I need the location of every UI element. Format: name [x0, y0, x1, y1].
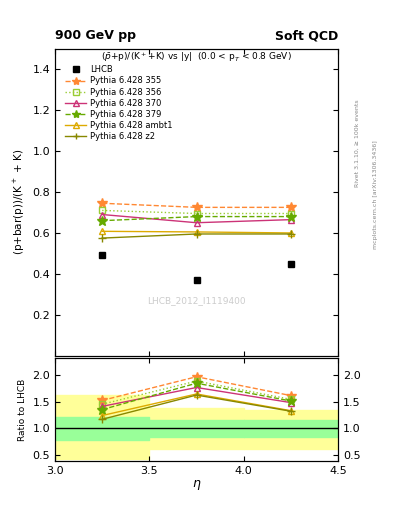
Pythia 6.428 370 [288, 217, 293, 223]
Pythia 6.428 370 [194, 220, 199, 226]
Pythia 6.428 ambt1 [288, 230, 293, 236]
Line: Pythia 6.428 379: Pythia 6.428 379 [97, 212, 296, 225]
Y-axis label: Ratio to LHCB: Ratio to LHCB [18, 378, 27, 441]
Pythia 6.428 ambt1 [194, 229, 199, 235]
X-axis label: $\eta$: $\eta$ [192, 478, 201, 493]
Line: Pythia 6.428 ambt1: Pythia 6.428 ambt1 [99, 228, 294, 237]
Pythia 6.428 370 [100, 211, 105, 218]
Pythia 6.428 379 [194, 214, 199, 220]
Text: Rivet 3.1.10, ≥ 100k events: Rivet 3.1.10, ≥ 100k events [355, 99, 360, 187]
Legend: LHCB, Pythia 6.428 355, Pythia 6.428 356, Pythia 6.428 370, Pythia 6.428 379, Py: LHCB, Pythia 6.428 355, Pythia 6.428 356… [62, 62, 176, 144]
Line: Pythia 6.428 370: Pythia 6.428 370 [99, 211, 294, 226]
LHCB [100, 252, 105, 259]
Text: 900 GeV pp: 900 GeV pp [55, 30, 136, 42]
Line: LHCB: LHCB [99, 252, 294, 284]
Line: Pythia 6.428 356: Pythia 6.428 356 [99, 207, 294, 217]
Text: LHCB_2012_I1119400: LHCB_2012_I1119400 [147, 296, 246, 305]
Pythia 6.428 355 [100, 200, 105, 206]
Pythia 6.428 356 [100, 207, 105, 214]
Pythia 6.428 z2 [288, 231, 293, 237]
Pythia 6.428 355 [288, 204, 293, 210]
Pythia 6.428 z2 [194, 231, 199, 237]
Pythia 6.428 356 [288, 210, 293, 217]
Text: ($\bar{p}$+p)/(K$^+$+K) vs |y|  (0.0 < p$_T$ < 0.8 GeV): ($\bar{p}$+p)/(K$^+$+K) vs |y| (0.0 < p$… [101, 50, 292, 64]
LHCB [194, 277, 199, 283]
Pythia 6.428 ambt1 [100, 228, 105, 234]
Pythia 6.428 379 [100, 218, 105, 224]
LHCB [288, 261, 293, 267]
Pythia 6.428 z2 [100, 235, 105, 241]
Pythia 6.428 356 [194, 210, 199, 217]
Line: Pythia 6.428 z2: Pythia 6.428 z2 [98, 230, 295, 242]
Pythia 6.428 379 [288, 214, 293, 220]
Line: Pythia 6.428 355: Pythia 6.428 355 [97, 199, 296, 212]
Text: mcplots.cern.ch [arXiv:1306.3436]: mcplots.cern.ch [arXiv:1306.3436] [373, 140, 378, 249]
Text: Soft QCD: Soft QCD [275, 30, 338, 42]
Pythia 6.428 355 [194, 204, 199, 210]
Y-axis label: (p+bar(p))/(K$^+$ + K): (p+bar(p))/(K$^+$ + K) [12, 149, 27, 255]
